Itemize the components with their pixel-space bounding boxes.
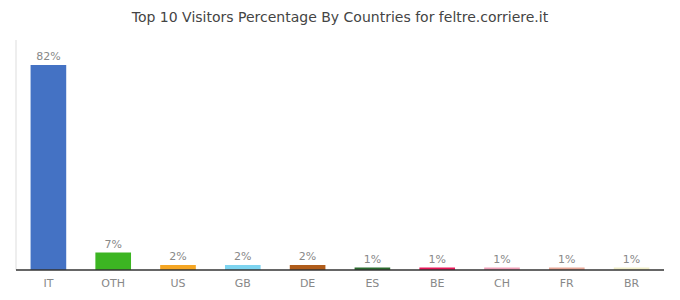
x-tick-label: DE — [300, 277, 315, 290]
bars — [31, 65, 650, 270]
x-tick-label: IT — [43, 277, 53, 290]
chart: Top 10 Visitors Percentage By Countries … — [0, 0, 680, 300]
x-tick-label: FR — [560, 277, 574, 290]
data-label: 1% — [364, 253, 381, 266]
chart-container: Top 10 Visitors Percentage By Countries … — [0, 0, 680, 300]
data-label: 1% — [623, 253, 640, 266]
data-label: 82% — [36, 50, 60, 63]
data-label: 1% — [428, 253, 445, 266]
x-tick-label: BE — [430, 277, 445, 290]
x-tick-label: US — [170, 277, 185, 290]
x-tick-label: ES — [365, 277, 379, 290]
x-tick-label: GB — [235, 277, 251, 290]
data-label: 2% — [169, 250, 186, 263]
data-label: 2% — [234, 250, 251, 263]
value-axis-range — [16, 40, 17, 270]
data-label: 1% — [558, 253, 575, 266]
x-tick-label: OTH — [101, 277, 125, 290]
x-tick-label: CH — [494, 277, 510, 290]
x-tick-label: BR — [624, 277, 640, 290]
data-labels: 82% 7% 2% 2% 2% 1% 1% 1% 1% 1% — [36, 50, 640, 266]
x-axis — [16, 269, 664, 271]
bar — [95, 253, 131, 271]
title: Top 10 Visitors Percentage By Countries … — [131, 9, 549, 25]
data-label: 2% — [299, 250, 316, 263]
data-label: 1% — [493, 253, 510, 266]
data-label: 7% — [104, 238, 121, 251]
bar — [31, 65, 67, 270]
